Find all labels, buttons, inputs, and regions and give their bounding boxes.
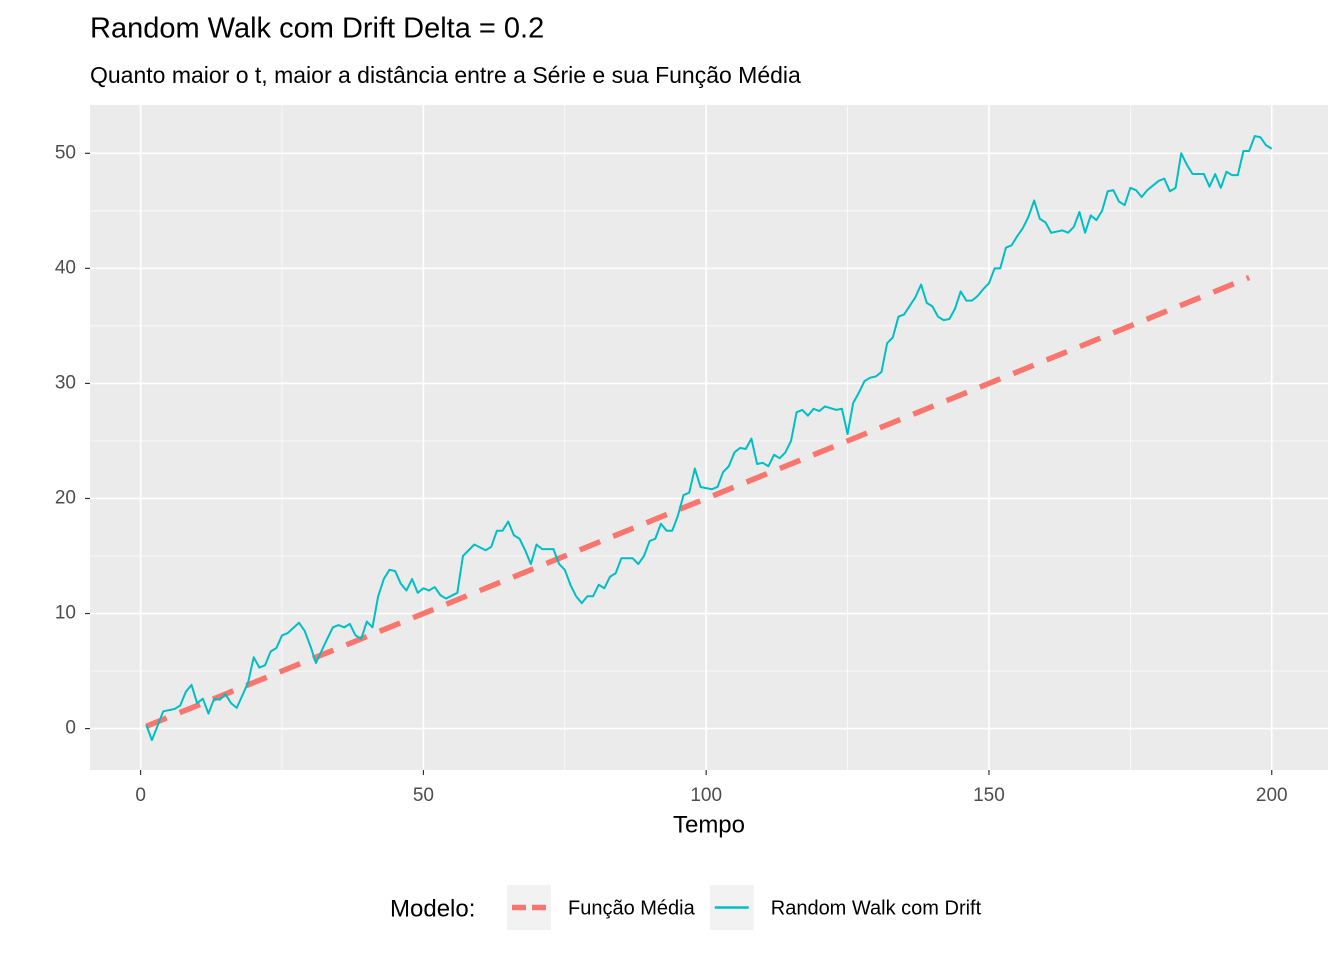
x-tick-label: 0 (135, 785, 146, 806)
legend-title: Modelo: (390, 895, 475, 922)
legend-label: Função Média (568, 897, 696, 919)
y-tick-label: 30 (55, 372, 76, 393)
x-axis-title: Tempo (673, 811, 745, 838)
y-tick-label: 20 (55, 487, 76, 508)
x-tick-label: 50 (413, 785, 434, 806)
x-tick-label: 150 (973, 785, 1005, 806)
y-tick-label: 50 (55, 142, 76, 163)
y-tick-label: 10 (55, 603, 76, 624)
chart-subtitle: Quanto maior o t, maior a distância entr… (90, 62, 801, 88)
series-line (145, 275, 1251, 729)
legend-label: Random Walk com Drift (771, 897, 982, 919)
y-tick-label: 0 (65, 718, 76, 739)
series-line (145, 135, 1273, 742)
x-tick-label: 200 (1256, 785, 1288, 806)
x-tick-label: 100 (690, 785, 722, 806)
y-tick-label: 40 (55, 257, 76, 278)
chart-title: Random Walk com Drift Delta = 0.2 (90, 13, 544, 45)
plot-panel (90, 105, 1328, 770)
